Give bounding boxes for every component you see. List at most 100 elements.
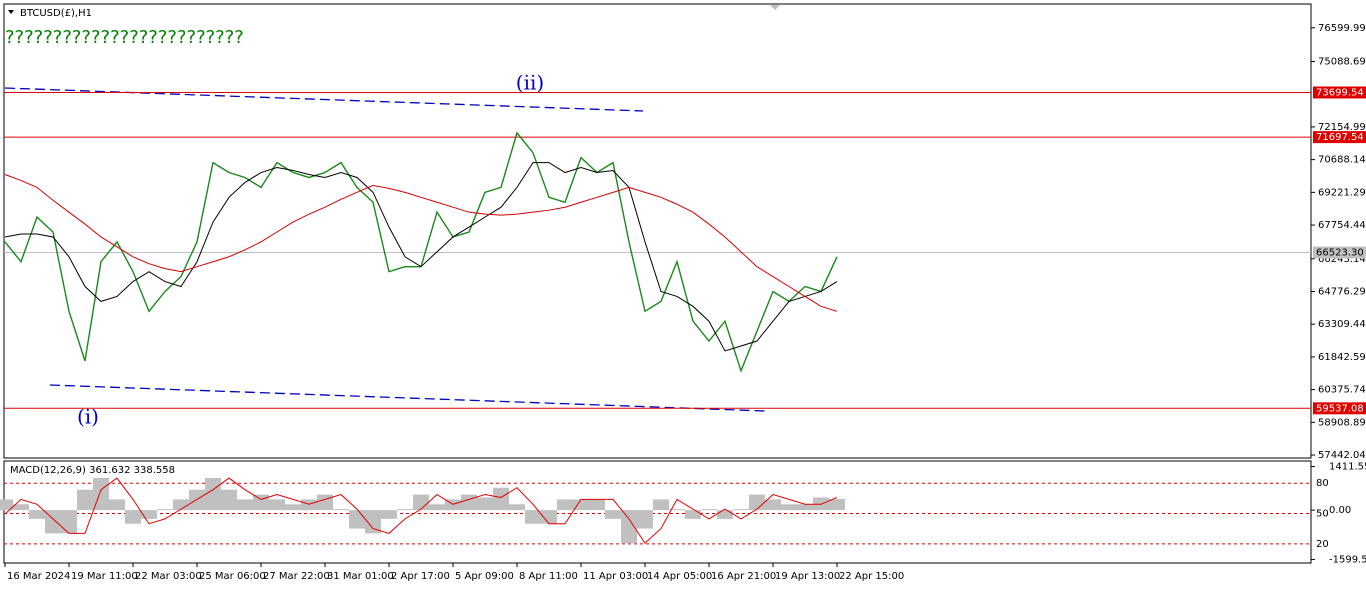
macd-bar xyxy=(829,498,845,511)
x-tick-label: 8 Apr 11:00 xyxy=(519,571,578,582)
macd-bar xyxy=(157,509,173,511)
macd-bar xyxy=(13,504,29,511)
macd-bar xyxy=(61,510,77,534)
macd-bar xyxy=(781,504,797,511)
macd-bar xyxy=(109,499,125,511)
wave-label: (ii) xyxy=(516,71,544,95)
macd-bar xyxy=(0,499,13,511)
y-tick-label: 76599.99 xyxy=(1318,23,1366,34)
macd-bar xyxy=(333,509,349,511)
x-tick-label: 25 Mar 06:00 xyxy=(199,571,266,582)
y-tick-label: 58908.89 xyxy=(1318,417,1366,428)
y-tick-label: 1411.557 xyxy=(1329,462,1366,473)
y-tick-label: 61842.59 xyxy=(1318,352,1366,363)
trendline xyxy=(4,87,644,112)
level-label: 59537.08 xyxy=(1316,403,1364,414)
shift-marker xyxy=(770,5,780,10)
y-tick-label: 0.00 xyxy=(1329,505,1351,516)
macd-bar xyxy=(477,497,493,511)
y-tick-label: 75088.69 xyxy=(1318,56,1366,67)
y2-tick-label: 80 xyxy=(1316,478,1329,489)
y-tick-label: 67754.44 xyxy=(1318,220,1366,231)
level-label-box xyxy=(1313,402,1366,415)
level-label-box xyxy=(1313,246,1366,259)
menu-triangle xyxy=(8,10,14,14)
macd-bar xyxy=(77,489,93,511)
macd-bar xyxy=(29,510,45,519)
wave-label: (i) xyxy=(77,405,99,429)
macd-bar xyxy=(557,499,573,511)
macd-bar xyxy=(253,494,269,511)
y-tick-label: 70688.14 xyxy=(1318,155,1366,166)
x-tick-label: 19 Mar 11:00 xyxy=(71,571,138,582)
x-tick-label: 2 Apr 17:00 xyxy=(391,571,450,582)
macd-bar xyxy=(205,478,221,511)
y-tick-label: 66243.14 xyxy=(1318,254,1366,265)
macd-bar xyxy=(237,499,253,511)
macd-panel xyxy=(3,460,1312,564)
macd-bar xyxy=(765,499,781,511)
macd-bar xyxy=(669,509,685,511)
macd-bar xyxy=(717,510,733,519)
x-tick-label: 5 Apr 09:00 xyxy=(455,571,514,582)
macd-bar xyxy=(621,510,637,544)
macd-bar xyxy=(125,510,141,524)
y-tick-label: 63309.44 xyxy=(1318,319,1366,330)
y-tick-label: 60375.74 xyxy=(1318,385,1366,396)
macd-bar xyxy=(285,504,301,511)
macd-bar xyxy=(685,510,701,519)
macd-bar xyxy=(637,510,653,529)
macd-bar xyxy=(573,499,589,511)
macd-bar xyxy=(269,499,285,511)
x-tick-label: 16 Apr 21:00 xyxy=(711,571,776,582)
macd-bar xyxy=(461,494,477,511)
macd-bar xyxy=(349,510,365,529)
macd-bar xyxy=(525,510,541,524)
y2-tick-label: 20 xyxy=(1316,539,1329,550)
level-label: 73699.54 xyxy=(1316,87,1364,98)
chart-comment: ????????????????????????? xyxy=(5,27,244,48)
macd-bar xyxy=(733,509,749,511)
macd-bar xyxy=(509,504,525,511)
x-tick-label: 11 Apr 03:00 xyxy=(583,571,648,582)
macd-bar xyxy=(317,494,333,511)
macd-bar xyxy=(173,499,189,511)
x-tick-label: 22 Apr 15:00 xyxy=(839,571,904,582)
level-label: 71697.54 xyxy=(1316,132,1364,143)
x-tick-label: 22 Mar 03:00 xyxy=(135,571,202,582)
x-tick-label: 27 Mar 22:00 xyxy=(263,571,330,582)
y-tick-label: 64776.29 xyxy=(1318,286,1366,297)
macd-bar xyxy=(749,494,765,511)
macd-bar xyxy=(141,510,157,519)
macd-bar xyxy=(221,489,237,511)
macd-bar xyxy=(541,510,557,524)
x-tick-label: 19 Apr 13:00 xyxy=(775,571,840,582)
price-line xyxy=(4,162,838,352)
macd-bar xyxy=(429,504,445,511)
macd-bar xyxy=(797,504,813,511)
macd-bar xyxy=(653,499,669,511)
level-label: 66523.30 xyxy=(1316,248,1364,259)
macd-bar xyxy=(605,510,621,519)
macd-bar xyxy=(397,509,413,511)
signal-line xyxy=(4,477,838,544)
y-tick-label: -1599.516 xyxy=(1329,554,1366,565)
macd-bar xyxy=(381,510,397,519)
level-label-box xyxy=(1313,86,1366,99)
y-tick-label: 69221.29 xyxy=(1318,187,1366,198)
chart-title: BTCUSD(£),H1 xyxy=(20,8,92,19)
macd-bar xyxy=(93,478,109,511)
main-panel xyxy=(3,3,1312,459)
x-tick-label: 14 Apr 05:00 xyxy=(647,571,712,582)
x-tick-label: 31 Mar 01:00 xyxy=(327,571,394,582)
level-label-box xyxy=(1313,131,1366,144)
price-line xyxy=(4,174,838,312)
macd-bar xyxy=(701,509,717,511)
y-tick-label: 72154.99 xyxy=(1318,122,1366,133)
macd-bar xyxy=(45,510,61,534)
macd-title: MACD(12,26,9) 361.632 338.558 xyxy=(10,465,175,476)
macd-bar xyxy=(589,499,605,511)
x-tick-label: 16 Mar 2024 xyxy=(7,571,70,582)
